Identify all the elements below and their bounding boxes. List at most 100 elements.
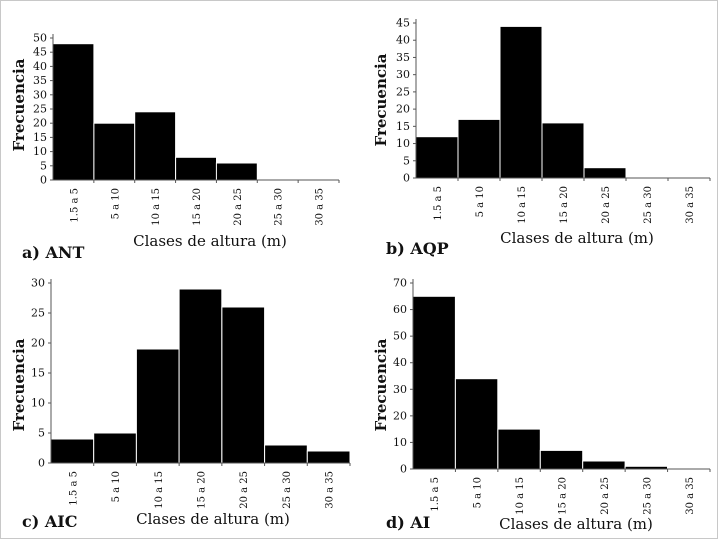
x-tick-label: 5 a 10 [473,477,484,508]
x-tick-label: 5 a 10 [475,186,486,217]
y-tick-label: 10 [33,145,47,158]
y-tick-label: 5 [40,159,47,172]
y-tick-label: 5 [38,427,45,440]
x-tick-label: 30 a 35 [315,188,326,226]
y-tick-label: 20 [396,103,410,116]
y-tick-label: 70 [393,277,407,290]
x-tick-label: 1.5 a 5 [430,477,441,512]
x-axis-title: Clases de altura (m) [500,229,654,247]
x-tick-label: 15 a 20 [197,471,208,509]
y-tick-label: 30 [33,88,47,101]
y-tick-label: 20 [393,409,407,422]
x-tick-label: 10 a 15 [151,188,162,226]
chart-panel-2: 0 5 10 15 20 25 30 35 40 45 1.5 a 5 5 a 10 10 a 15 15… [372,17,711,258]
y-tick-label: 30 [396,68,410,81]
y-tick-label: 10 [396,137,410,150]
bar [497,428,541,470]
bar [415,136,459,179]
y-tick-label: 30 [31,277,45,290]
chart-panel-3: 0 5 10 15 20 25 30 1.5 a 5 5 a 10 10 a 15 15 a 20 2… [10,277,351,531]
y-tick-label: 35 [396,51,410,64]
bar [582,460,626,470]
x-tick-label: 30 a 35 [325,471,336,509]
y-tick-label: 35 [33,74,47,87]
y-tick-label: 10 [31,397,45,410]
y-tick-label: 0 [38,457,45,470]
x-axis-title: Clases de altura (m) [133,232,287,250]
bar [52,43,95,181]
x-tick-label: 1.5 a 5 [69,188,80,223]
panel-label: d) AI [386,513,430,532]
bar [135,348,180,464]
x-axis-title: Clases de altura (m) [499,515,653,533]
y-tick-label: 25 [396,85,410,98]
x-tick-label: 20 a 25 [239,471,250,509]
y-axis-title: Frecuencia [372,53,390,146]
y-tick-label: 45 [33,46,47,59]
y-tick-label: 10 [393,436,407,449]
y-axis-title: Frecuencia [10,58,28,151]
bar [178,288,223,464]
y-tick-label: 0 [403,172,410,185]
x-tick-label: 5 a 10 [111,471,122,502]
panel-label: a) ANT [22,243,85,262]
x-tick-label: 20 a 25 [601,186,612,224]
x-tick-label: 1.5 a 5 [433,186,444,221]
bar [499,25,543,179]
x-tick-label: 10 a 15 [154,471,165,509]
y-tick-label: 40 [393,356,407,369]
y-tick-label: 0 [400,463,407,476]
x-tick-label: 15 a 20 [558,477,569,515]
y-tick-label: 5 [403,154,410,167]
bar [134,111,177,181]
bar [541,122,585,179]
chart-panel-4: 0 10 20 30 40 50 60 70 1.5 a 5 5 a 10 10 a 15 15 a … [372,277,711,533]
x-tick-label: 10 a 15 [517,186,528,224]
y-tick-label: 40 [33,60,47,73]
y-axis-title: Frecuencia [10,338,28,431]
bar [50,438,95,464]
y-tick-label: 60 [393,303,407,316]
y-tick-label: 15 [33,131,47,144]
x-tick-label: 30 a 35 [685,186,696,224]
y-tick-label: 50 [393,330,407,343]
x-tick-label: 10 a 15 [515,477,526,515]
y-tick-label: 0 [40,174,47,187]
y-tick-label: 15 [31,367,45,380]
y-tick-label: 25 [33,103,47,116]
panel-label: c) AIC [22,512,78,531]
x-tick-label: 20 a 25 [233,188,244,226]
y-axis-title: Frecuencia [372,338,390,431]
panel-label: b) AQP [386,239,449,258]
bar [215,162,258,181]
y-tick-label: 25 [31,307,45,320]
bar [539,449,584,470]
bar [454,378,499,470]
x-tick-label: 25 a 30 [274,188,285,226]
bar [93,432,137,464]
bar [412,295,456,470]
x-axis-title: Clases de altura (m) [136,510,290,528]
bar [457,118,501,179]
x-tick-label: 25 a 30 [642,477,653,515]
bar [583,167,627,179]
y-tick-label: 45 [396,17,410,30]
y-tick-label: 30 [393,383,407,396]
bar [306,450,351,464]
y-tick-label: 20 [31,337,45,350]
x-tick-label: 25 a 30 [282,471,293,509]
y-tick-label: 20 [33,117,47,130]
bar [264,444,308,464]
x-tick-label: 20 a 25 [600,477,611,515]
x-tick-label: 15 a 20 [192,188,203,226]
bar [175,156,218,181]
x-tick-label: 5 a 10 [110,188,121,219]
x-tick-label: 25 a 30 [643,186,654,224]
x-tick-label: 30 a 35 [685,477,696,515]
x-tick-label: 1.5 a 5 [68,471,79,506]
y-tick-label: 50 [33,32,47,45]
bar [93,122,136,181]
